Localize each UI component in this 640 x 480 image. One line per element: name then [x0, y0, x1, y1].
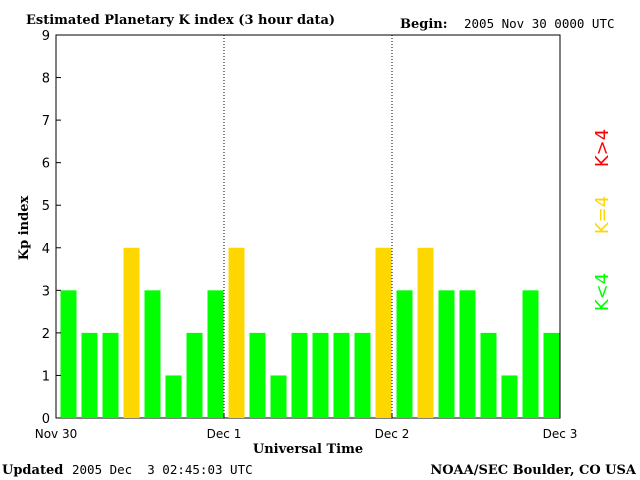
kp-bar — [522, 290, 539, 418]
chart-title: Estimated Planetary K index (3 hour data… — [26, 13, 335, 28]
legend-k-above-4: K>4 — [592, 129, 613, 167]
legend-k-below-4: K<4 — [592, 273, 613, 311]
kp-bar — [396, 290, 413, 418]
kp-bar — [333, 332, 350, 418]
kp-bar — [81, 332, 98, 418]
updated-label: Updated — [2, 463, 63, 478]
plot-area: 0 1 2 3 4 5 6 7 8 9 Nov 30 Dec 1 Dec 2 Dec 3 — [35, 29, 578, 441]
x-axis-label: Universal Time — [253, 442, 363, 457]
kp-bar — [123, 247, 140, 418]
begin-value: 2005 Nov 30 0000 UTC — [464, 16, 615, 31]
y-tick-label: 0 — [42, 412, 50, 427]
kp-bar — [186, 332, 203, 418]
y-tick-label: 3 — [42, 284, 50, 299]
kp-bar — [417, 247, 434, 418]
kp-bar — [291, 332, 308, 418]
kp-bar — [249, 332, 266, 418]
kp-bar — [501, 375, 518, 418]
x-tick-label: Dec 1 — [207, 427, 242, 441]
y-tick-label: 9 — [42, 29, 50, 44]
kp-bar — [312, 332, 329, 418]
y-tick-label: 2 — [42, 327, 50, 342]
kp-bar — [480, 332, 497, 418]
kp-bar — [165, 375, 182, 418]
updated-value: 2005 Dec 3 02:45:03 UTC — [72, 462, 253, 477]
kp-bar — [375, 247, 392, 418]
footer-credit: NOAA/SEC Boulder, CO USA — [430, 463, 637, 478]
begin-label: Begin: — [400, 17, 448, 32]
y-tick-label: 8 — [42, 72, 50, 87]
y-tick-label: 6 — [42, 157, 50, 172]
y-axis-label: Kp index — [17, 196, 32, 261]
kp-bar — [438, 290, 455, 418]
y-tick-label: 4 — [42, 242, 50, 257]
y-tick-label: 5 — [42, 199, 50, 214]
kp-bar — [60, 290, 77, 418]
y-tick-label: 7 — [42, 114, 50, 129]
legend-k-equal-4: K=4 — [592, 196, 613, 234]
kp-bar — [543, 332, 560, 418]
x-tick-label: Dec 2 — [375, 427, 410, 441]
kp-bar — [228, 247, 245, 418]
kp-bar — [207, 290, 224, 418]
x-tick-label: Nov 30 — [35, 427, 78, 441]
y-tick-label: 1 — [42, 369, 50, 384]
kp-bar — [354, 332, 371, 418]
x-tick-label: Dec 3 — [543, 427, 578, 441]
kp-bar — [144, 290, 161, 418]
kp-bar — [270, 375, 287, 418]
kp-bar — [459, 290, 476, 418]
plot-frame — [55, 34, 561, 419]
kp-bar — [102, 332, 119, 418]
